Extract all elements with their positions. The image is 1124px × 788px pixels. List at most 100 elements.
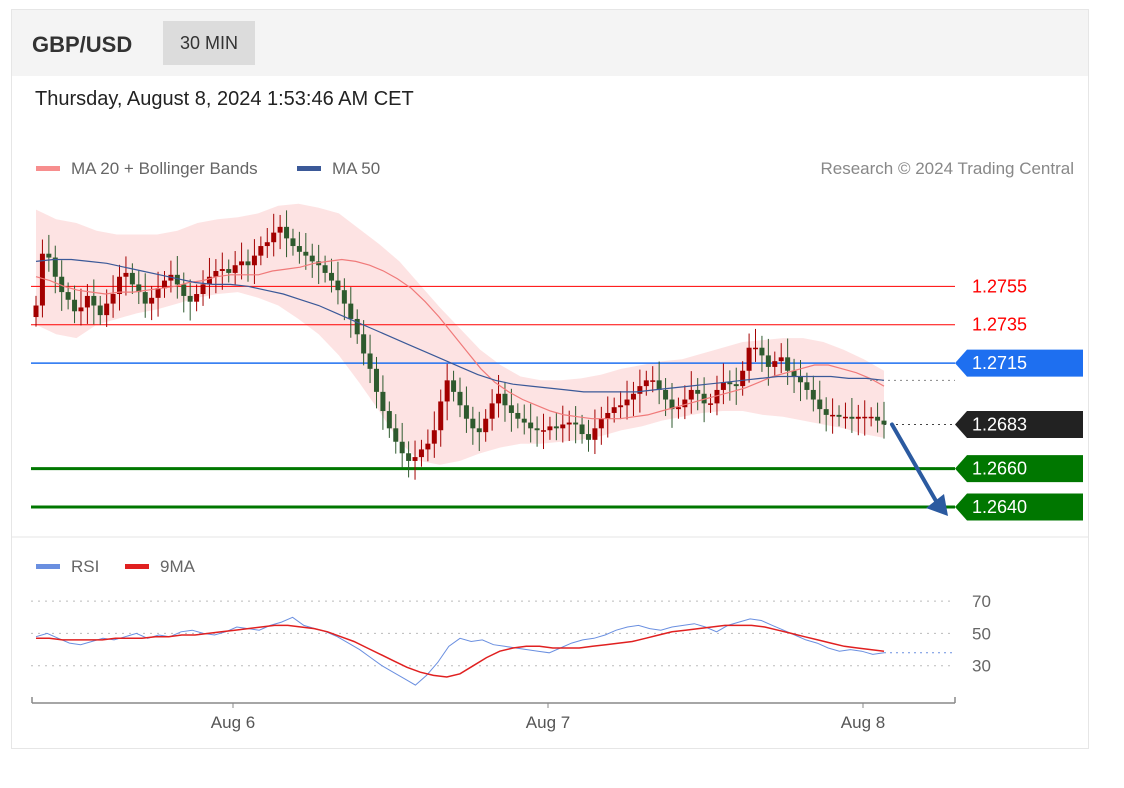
candle-body <box>438 401 444 431</box>
x-tick-label: Aug 6 <box>211 713 255 732</box>
candle-body <box>592 428 598 440</box>
candle-body <box>656 380 662 390</box>
timestamp: Thursday, August 8, 2024 1:53:46 AM CET <box>35 88 414 110</box>
resistance-label: 1.2735 <box>972 315 1027 335</box>
candle-body <box>251 255 257 266</box>
rsi-line <box>35 616 885 686</box>
candle-body <box>226 269 232 273</box>
candle-body <box>547 426 553 431</box>
candle-body <box>104 303 110 316</box>
candle-body <box>778 357 784 362</box>
symbol-title: GBP/USD <box>32 32 133 57</box>
candle-body <box>534 428 540 431</box>
candle-body <box>727 382 733 385</box>
candle-body <box>746 347 752 371</box>
pivot-price-tag <box>955 349 1083 377</box>
candle-body <box>881 420 887 425</box>
legend-ma20-label: MA 20 + Bollinger Bands <box>71 159 258 178</box>
candle-body <box>348 303 354 319</box>
candle-body <box>123 272 129 277</box>
candle-body <box>142 292 148 304</box>
candle-body <box>496 393 502 404</box>
candle-body <box>52 257 58 277</box>
chart-card: GBP/USD 30 MIN Thursday, August 8, 2024 … <box>11 9 1089 749</box>
candle-body <box>418 449 424 458</box>
legend-ma50-label: MA 50 <box>332 159 380 178</box>
candle-body <box>585 434 591 440</box>
candle-body <box>341 290 347 304</box>
candle-body <box>759 347 765 356</box>
candle-body <box>611 407 617 413</box>
candle-body <box>457 391 463 406</box>
candle-body <box>258 246 264 256</box>
candle-body <box>875 416 881 421</box>
candle-body <box>373 368 379 392</box>
candle-body <box>733 384 739 387</box>
candle-body <box>476 428 482 433</box>
candle-body <box>855 416 861 419</box>
credit-text: Research © 2024 Trading Central <box>821 159 1075 178</box>
candle-body <box>618 405 624 408</box>
candle-body <box>842 416 848 419</box>
chart-header: GBP/USD 30 MIN <box>12 10 1088 76</box>
candle-body <box>785 357 791 371</box>
candle-body <box>219 269 225 271</box>
candle-body <box>309 255 315 262</box>
candle-body <box>753 347 759 350</box>
candle-body <box>117 276 123 295</box>
candle-body <box>412 457 418 461</box>
timeframe-button[interactable]: 30 MIN <box>163 21 255 65</box>
candle-body <box>553 426 559 429</box>
candle-body <box>579 424 585 435</box>
candle-body <box>110 294 116 304</box>
forecast-arrowhead <box>926 494 948 516</box>
candle-body <box>643 380 649 387</box>
candle-body <box>650 380 656 382</box>
candle-body <box>675 407 681 410</box>
candle-body <box>181 284 187 296</box>
candle-body <box>708 403 714 405</box>
candle-body <box>425 443 431 450</box>
candle-body <box>386 411 392 429</box>
candle-body <box>155 288 161 298</box>
candle-body <box>399 441 405 454</box>
candle-body <box>663 389 669 400</box>
support-price-label: 1.2640 <box>972 497 1027 517</box>
candle-body <box>470 418 476 429</box>
candle-body <box>791 370 797 377</box>
legend-rsima-label: 9MA <box>160 557 196 576</box>
candle-body <box>817 399 823 410</box>
candle-body <box>59 276 65 293</box>
last-price-tag <box>955 410 1083 438</box>
candle-body <box>174 274 180 285</box>
rsi-panel: 70 50 30 Aug 6 Aug 7 Aug 8 <box>31 592 991 732</box>
candle-body <box>161 280 167 289</box>
candle-body <box>65 292 71 300</box>
candle-body <box>862 416 868 419</box>
candle-body <box>129 272 135 285</box>
candle-body <box>232 265 238 273</box>
candle-body <box>836 414 842 417</box>
candle-body <box>393 428 399 442</box>
rsi-ma-line <box>36 624 885 678</box>
x-tick-label: Aug 8 <box>841 713 885 732</box>
candle-body <box>335 280 341 291</box>
candle-body <box>245 261 251 266</box>
ma50-line <box>35 258 885 393</box>
candle-body <box>72 299 78 312</box>
candle-body <box>187 295 193 302</box>
x-tick-label: Aug 7 <box>526 713 570 732</box>
support-price-label: 1.2660 <box>972 459 1027 479</box>
rsi-tick-label: 30 <box>972 657 991 676</box>
candle-body <box>136 284 142 293</box>
support-price-tag <box>955 493 1083 521</box>
candle-body <box>830 414 836 417</box>
candle-body <box>213 270 219 277</box>
candle-body <box>194 294 200 302</box>
candle-body <box>740 370 746 387</box>
candle-body <box>515 412 521 419</box>
candle-body <box>714 389 720 404</box>
ma20-line <box>35 258 885 420</box>
candle-body <box>868 416 874 419</box>
